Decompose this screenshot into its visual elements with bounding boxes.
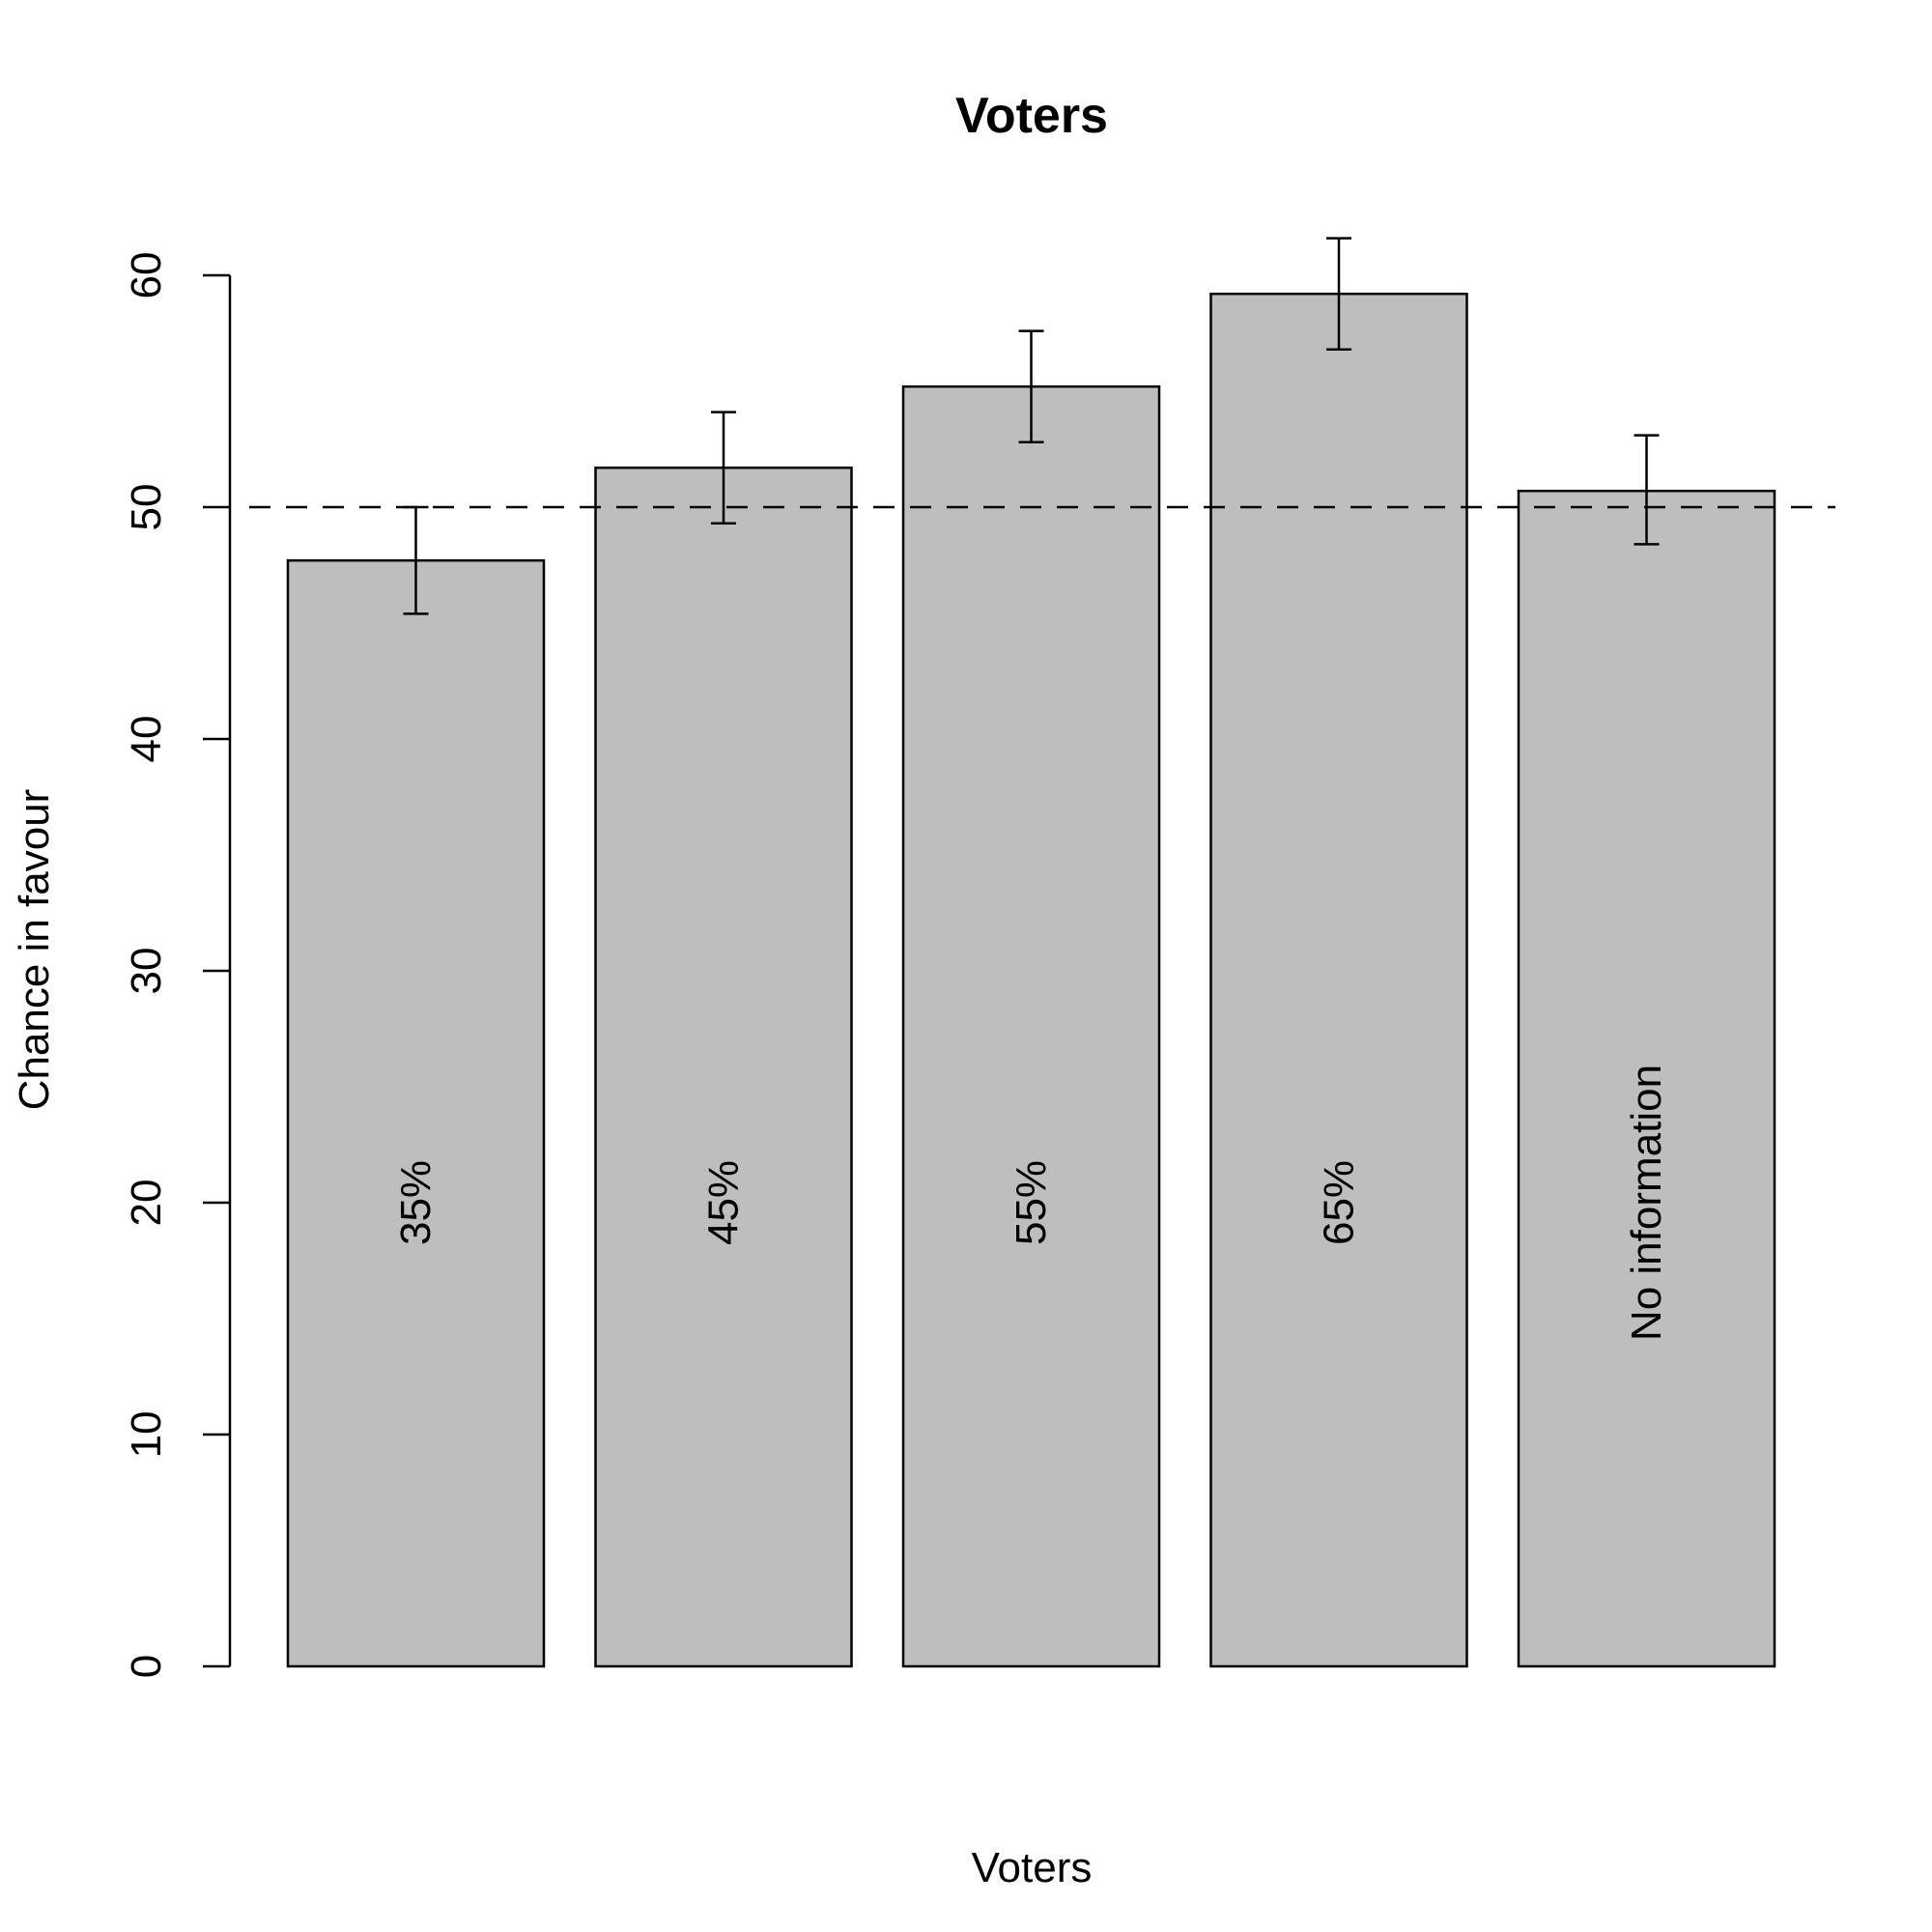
bar [594, 466, 853, 1668]
bar [901, 384, 1161, 1668]
error-bar [1018, 329, 1044, 444]
bar [1209, 292, 1468, 1668]
bar-label: No information [1623, 1065, 1670, 1341]
bar [1517, 489, 1776, 1668]
bar-label: 45% [700, 1160, 748, 1245]
y-tick-label: 0 [123, 1655, 170, 1678]
y-axis-label: Chance in favour [11, 789, 58, 1111]
bar-label: 55% [1008, 1160, 1055, 1245]
y-tick-label: 40 [123, 716, 170, 763]
error-bar [1326, 237, 1351, 352]
x-axis-label: Voters [972, 1844, 1093, 1891]
error-bar [711, 411, 736, 526]
chart-title: Voters [955, 88, 1108, 144]
bar-label: 65% [1316, 1160, 1363, 1245]
y-tick-label: 20 [123, 1179, 170, 1227]
y-tick-label: 10 [123, 1411, 170, 1459]
y-tick-label: 30 [123, 948, 170, 995]
bar-label: 35% [392, 1160, 440, 1245]
bars [286, 292, 1776, 1668]
y-tick-label: 60 [123, 252, 170, 299]
bar [286, 558, 546, 1668]
error-bar [1634, 434, 1660, 546]
y-axis: 0 10 20 30 40 50 60 [123, 252, 232, 1678]
y-tick-label: 50 [123, 484, 170, 531]
bar-labels: 35% 45% 55% 65% No information [392, 1065, 1670, 1341]
